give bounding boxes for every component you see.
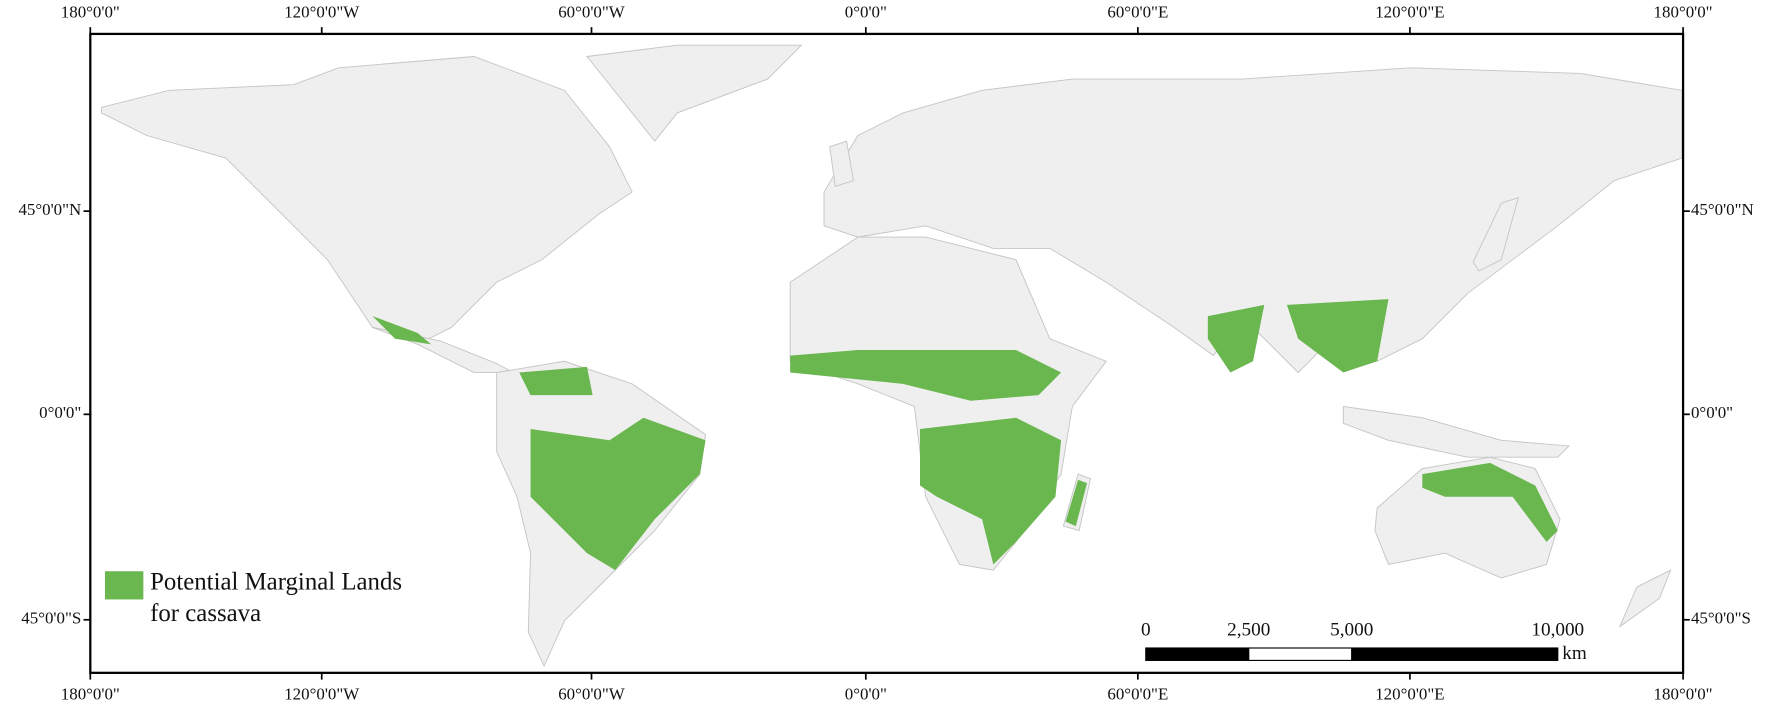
mexico bbox=[372, 316, 432, 345]
map-frame bbox=[89, 32, 1685, 674]
british-isles bbox=[829, 140, 854, 187]
legend-swatch bbox=[104, 571, 144, 600]
eurasia bbox=[823, 67, 1683, 374]
longitude-label: 120°0'0"E bbox=[1375, 684, 1444, 703]
brazil bbox=[530, 417, 706, 571]
marginal-lands bbox=[372, 299, 1558, 571]
india bbox=[1207, 304, 1265, 373]
latitude-label: 0°0'0" bbox=[1691, 403, 1733, 422]
greenland bbox=[586, 44, 803, 142]
scale-label: 2,500 bbox=[1227, 619, 1270, 640]
longitude-label: 60°0'0"W bbox=[558, 2, 625, 21]
legend-label: Potential Marginal Lands bbox=[150, 568, 402, 595]
latitude-label: 45°0'0"N bbox=[18, 200, 81, 219]
longitude-label: 120°0'0"W bbox=[284, 684, 359, 703]
longitude-label: 0°0'0" bbox=[845, 2, 887, 21]
longitude-label: 60°0'0"W bbox=[558, 684, 625, 703]
north-australia bbox=[1422, 462, 1558, 542]
longitude-label: 180°0'0" bbox=[1654, 684, 1713, 703]
legend-label: for cassava bbox=[150, 600, 261, 627]
scale-label: 5,000 bbox=[1330, 619, 1373, 640]
southeast-asia bbox=[1286, 299, 1389, 373]
latitude-label: 45°0'0"S bbox=[21, 609, 81, 628]
longitude-label: 180°0'0" bbox=[1654, 2, 1713, 21]
madagascar-green bbox=[1065, 479, 1088, 527]
longitude-label: 0°0'0" bbox=[845, 684, 887, 703]
longitude-label: 60°0'0"E bbox=[1107, 684, 1168, 703]
north-america bbox=[101, 56, 633, 340]
scale-label: 10,000 bbox=[1531, 619, 1584, 640]
latitude-label: 45°0'0"S bbox=[1691, 609, 1751, 628]
africa-central bbox=[919, 417, 1062, 565]
longitude-label: 120°0'0"E bbox=[1375, 2, 1444, 21]
scale-segment bbox=[1351, 647, 1559, 661]
scale-unit: km bbox=[1562, 643, 1587, 664]
latitude-label: 0°0'0" bbox=[39, 403, 81, 422]
africa-sahel bbox=[790, 349, 1062, 401]
longitude-label: 180°0'0" bbox=[61, 2, 120, 21]
scale-segment bbox=[1248, 647, 1353, 661]
scale-segment bbox=[1145, 647, 1250, 661]
longitude-label: 180°0'0" bbox=[61, 684, 120, 703]
japan bbox=[1472, 196, 1519, 272]
longitude-label: 60°0'0"E bbox=[1107, 2, 1168, 21]
indonesia bbox=[1342, 405, 1571, 458]
scale-label: 0 bbox=[1141, 619, 1151, 640]
new-zealand bbox=[1618, 569, 1672, 628]
northern-south-america bbox=[519, 366, 593, 396]
latitude-label: 45°0'0"N bbox=[1691, 200, 1754, 219]
longitude-label: 120°0'0"W bbox=[284, 2, 359, 21]
